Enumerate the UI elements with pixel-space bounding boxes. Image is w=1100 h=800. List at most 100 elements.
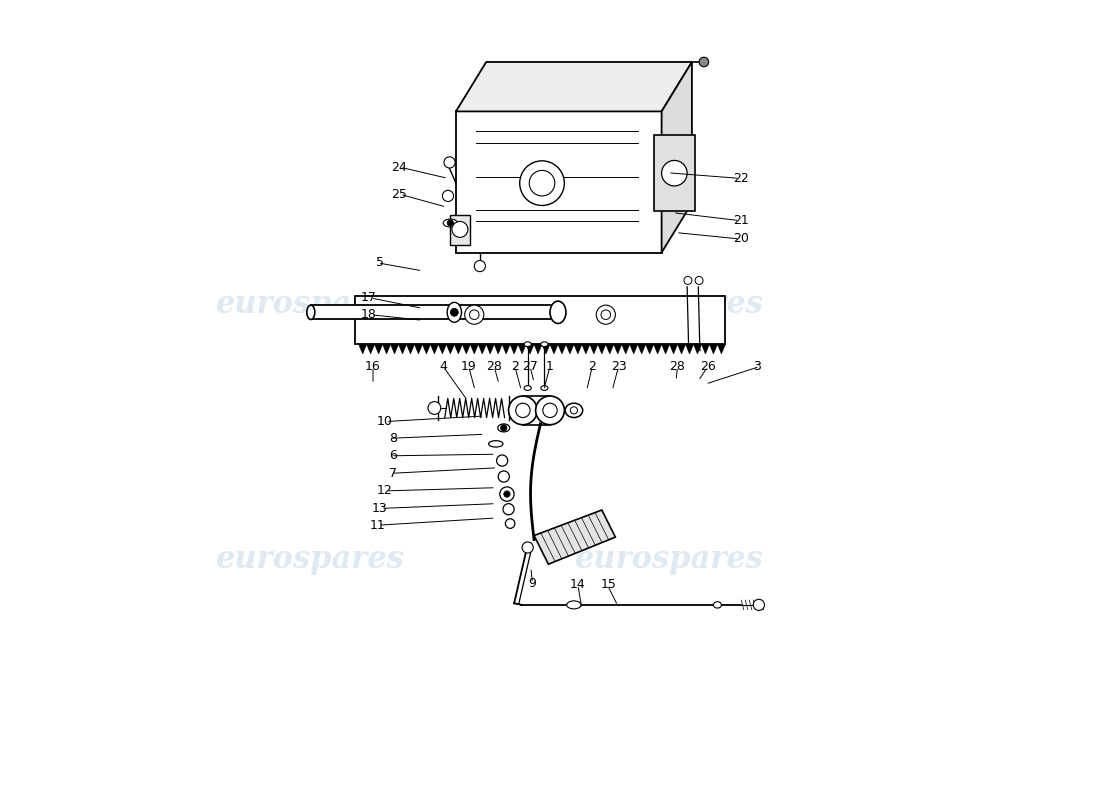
Polygon shape bbox=[486, 344, 494, 354]
Text: 23: 23 bbox=[610, 360, 626, 373]
Text: 6: 6 bbox=[389, 450, 397, 462]
Polygon shape bbox=[471, 344, 478, 354]
Polygon shape bbox=[565, 344, 574, 354]
Text: 11: 11 bbox=[370, 518, 385, 532]
Text: eurospares: eurospares bbox=[575, 544, 764, 575]
Ellipse shape bbox=[550, 301, 565, 323]
Ellipse shape bbox=[570, 406, 578, 414]
Text: eurospares: eurospares bbox=[217, 289, 405, 320]
Ellipse shape bbox=[566, 601, 581, 609]
Polygon shape bbox=[510, 344, 518, 354]
Circle shape bbox=[428, 402, 441, 414]
Text: 7: 7 bbox=[389, 467, 397, 480]
Text: 25: 25 bbox=[390, 188, 407, 201]
Polygon shape bbox=[494, 344, 503, 354]
Text: 1: 1 bbox=[546, 360, 554, 373]
Polygon shape bbox=[462, 344, 471, 354]
Ellipse shape bbox=[443, 219, 458, 227]
Polygon shape bbox=[375, 344, 383, 354]
Text: 10: 10 bbox=[376, 415, 392, 428]
Text: eurospares: eurospares bbox=[217, 544, 405, 575]
Polygon shape bbox=[710, 344, 717, 354]
Text: 5: 5 bbox=[376, 256, 384, 270]
Ellipse shape bbox=[565, 403, 583, 418]
Text: 22: 22 bbox=[734, 172, 749, 185]
Circle shape bbox=[679, 194, 689, 204]
Circle shape bbox=[496, 455, 508, 466]
Text: 28: 28 bbox=[486, 360, 502, 373]
Polygon shape bbox=[518, 344, 526, 354]
Circle shape bbox=[442, 190, 453, 202]
Polygon shape bbox=[455, 111, 661, 253]
Text: 4: 4 bbox=[439, 360, 447, 373]
Ellipse shape bbox=[448, 302, 462, 322]
Polygon shape bbox=[390, 344, 398, 354]
Text: 21: 21 bbox=[734, 214, 749, 227]
Polygon shape bbox=[614, 344, 622, 354]
Polygon shape bbox=[702, 344, 710, 354]
Circle shape bbox=[508, 396, 537, 425]
Circle shape bbox=[522, 542, 534, 553]
Polygon shape bbox=[526, 344, 535, 354]
Polygon shape bbox=[398, 344, 407, 354]
Polygon shape bbox=[606, 344, 614, 354]
Ellipse shape bbox=[307, 305, 315, 319]
Polygon shape bbox=[535, 344, 542, 354]
Polygon shape bbox=[638, 344, 646, 354]
Circle shape bbox=[519, 161, 564, 206]
Circle shape bbox=[529, 170, 554, 196]
Text: 27: 27 bbox=[522, 360, 538, 373]
Text: 15: 15 bbox=[601, 578, 617, 591]
Polygon shape bbox=[359, 344, 366, 354]
Polygon shape bbox=[415, 344, 422, 354]
Text: 18: 18 bbox=[361, 308, 377, 321]
Text: 14: 14 bbox=[570, 578, 586, 591]
Text: 9: 9 bbox=[528, 577, 537, 590]
Circle shape bbox=[452, 222, 468, 238]
Polygon shape bbox=[407, 344, 415, 354]
Text: 13: 13 bbox=[372, 502, 387, 515]
Circle shape bbox=[542, 403, 558, 418]
Polygon shape bbox=[450, 215, 471, 245]
Circle shape bbox=[470, 310, 478, 319]
Ellipse shape bbox=[714, 602, 722, 608]
Polygon shape bbox=[535, 510, 615, 564]
Polygon shape bbox=[439, 344, 447, 354]
Text: 24: 24 bbox=[390, 161, 407, 174]
Text: 26: 26 bbox=[700, 360, 716, 373]
Polygon shape bbox=[558, 344, 565, 354]
Circle shape bbox=[499, 487, 514, 502]
Circle shape bbox=[450, 308, 459, 316]
Polygon shape bbox=[621, 344, 629, 354]
Polygon shape bbox=[311, 305, 558, 319]
Circle shape bbox=[464, 305, 484, 324]
Polygon shape bbox=[430, 344, 439, 354]
Polygon shape bbox=[693, 344, 702, 354]
Text: 2: 2 bbox=[588, 360, 596, 373]
Polygon shape bbox=[542, 344, 550, 354]
Circle shape bbox=[505, 518, 515, 528]
Polygon shape bbox=[661, 344, 670, 354]
Circle shape bbox=[596, 305, 615, 324]
Ellipse shape bbox=[524, 342, 531, 346]
Polygon shape bbox=[661, 62, 692, 253]
Text: 16: 16 bbox=[365, 360, 381, 373]
Polygon shape bbox=[366, 344, 375, 354]
Circle shape bbox=[601, 310, 610, 319]
Polygon shape bbox=[717, 344, 725, 354]
Text: 2: 2 bbox=[512, 360, 519, 373]
Circle shape bbox=[516, 403, 530, 418]
Polygon shape bbox=[455, 62, 692, 111]
Text: eurospares: eurospares bbox=[575, 289, 764, 320]
Ellipse shape bbox=[541, 386, 548, 390]
Ellipse shape bbox=[498, 424, 509, 432]
Polygon shape bbox=[582, 344, 590, 354]
Polygon shape bbox=[422, 344, 430, 354]
Text: 17: 17 bbox=[361, 291, 377, 305]
Bar bbox=[354, 296, 725, 344]
Text: 8: 8 bbox=[389, 432, 397, 445]
Circle shape bbox=[684, 277, 692, 285]
Ellipse shape bbox=[541, 342, 548, 346]
Text: 28: 28 bbox=[670, 360, 685, 373]
Polygon shape bbox=[653, 344, 661, 354]
